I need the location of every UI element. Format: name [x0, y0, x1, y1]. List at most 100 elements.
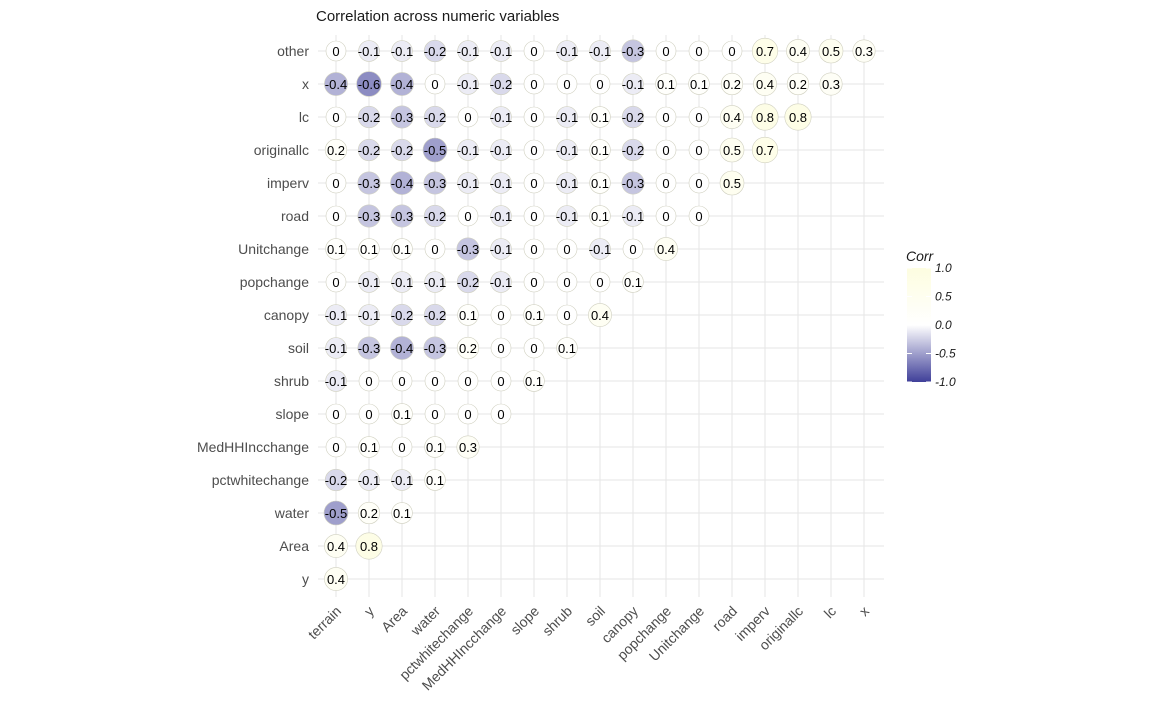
correlation-value-label: 0 [332, 440, 339, 455]
correlation-circle [786, 72, 810, 96]
correlation-value-label: 0 [332, 44, 339, 59]
correlation-circle [523, 139, 545, 161]
legend-tick-label: -1.0 [935, 375, 956, 389]
correlation-circle [622, 271, 644, 293]
y-tick-label: water [274, 505, 310, 521]
correlation-value-label: 0.1 [360, 440, 378, 455]
correlation-circle [391, 238, 413, 260]
correlation-circle [490, 139, 512, 161]
correlation-value-label: 0.2 [723, 77, 741, 92]
correlation-value-label: 0.2 [360, 506, 378, 521]
correlation-circle [556, 73, 578, 95]
correlation-value-label: 0.1 [327, 242, 345, 257]
correlation-circle [753, 72, 777, 96]
x-tick-label: shrub [539, 603, 575, 639]
correlation-circle [324, 72, 348, 96]
correlation-circle [490, 205, 512, 227]
correlation-circle [391, 40, 413, 62]
correlation-value-label: 0.1 [360, 242, 378, 257]
correlation-value-label: 0.1 [393, 506, 411, 521]
correlation-value-label: 0.1 [591, 110, 609, 125]
correlation-cells: 0 -0.1 -0.1 -0.2 -0.1 -0.1 0 -0.1 -0.1 -0.3 0 0 0 0.7… [323, 37, 876, 591]
correlation-value-label: -0.1 [622, 209, 644, 224]
correlation-value-label: 0.1 [393, 242, 411, 257]
correlation-circle [556, 106, 578, 128]
correlation-value-label: 0 [464, 209, 471, 224]
correlation-circle [621, 39, 645, 63]
correlation-circle [357, 336, 381, 360]
correlation-circle [423, 171, 447, 195]
correlation-circle [358, 40, 380, 62]
correlation-value-label: 0 [431, 407, 438, 422]
correlation-value-label: 0 [695, 209, 702, 224]
correlation-value-label: 0 [596, 275, 603, 290]
correlation-value-label: -0.2 [391, 143, 413, 158]
correlation-circle [324, 534, 348, 558]
correlation-value-label: 0 [464, 407, 471, 422]
correlation-value-label: 0.1 [591, 176, 609, 191]
correlation-circle [457, 106, 479, 128]
correlation-circle [588, 303, 612, 327]
correlation-circle [424, 436, 446, 458]
correlation-circle [589, 172, 611, 194]
correlation-value-label: -0.2 [622, 110, 644, 125]
correlation-value-label: 0 [695, 143, 702, 158]
correlation-circle [589, 238, 611, 260]
correlation-value-label: -0.1 [325, 374, 347, 389]
correlation-value-label: 0.4 [327, 539, 345, 554]
correlation-circle [424, 238, 446, 260]
correlation-value-label: -0.1 [556, 110, 578, 125]
correlation-circle [390, 171, 414, 195]
correlation-value-label: 0.1 [624, 275, 642, 290]
correlation-value-label: 0 [332, 209, 339, 224]
correlation-circle [391, 469, 413, 491]
correlation-value-label: 0.1 [657, 77, 675, 92]
correlation-value-label: 0.1 [459, 308, 477, 323]
correlation-value-label: 0 [530, 110, 537, 125]
correlation-value-label: 0.4 [756, 77, 774, 92]
correlation-value-label: -0.1 [556, 143, 578, 158]
correlation-value-label: -0.1 [358, 473, 380, 488]
correlation-value-label: -0.4 [391, 341, 413, 356]
correlation-value-label: -0.5 [424, 143, 446, 158]
correlation-value-label: -0.2 [424, 308, 446, 323]
correlation-circle [390, 138, 414, 162]
correlation-circle [325, 403, 347, 425]
correlation-circle [490, 40, 512, 62]
correlation-circle [325, 271, 347, 293]
correlation-circle [622, 238, 644, 260]
correlation-value-label: -0.3 [391, 209, 413, 224]
correlation-value-label: 0 [431, 242, 438, 257]
correlation-circle [688, 40, 710, 62]
correlation-circle [324, 468, 348, 492]
correlation-circle [457, 40, 479, 62]
correlation-value-label: 0 [431, 374, 438, 389]
correlation-circle [556, 40, 578, 62]
correlation-circle [357, 138, 381, 162]
correlation-value-label: 0 [563, 275, 570, 290]
y-tick-label: pctwhitechange [212, 472, 310, 488]
correlation-value-label: -0.1 [589, 44, 611, 59]
correlation-value-label: 0.4 [789, 44, 807, 59]
correlation-value-label: -0.1 [490, 143, 512, 158]
correlation-circle [424, 271, 446, 293]
x-tick-label: terrain [305, 603, 344, 642]
y-tick-label: slope [276, 406, 310, 422]
correlation-circle [621, 105, 645, 129]
correlation-circle [655, 172, 677, 194]
legend-ticks: 1.0 0.5 0.0 -0.5 -1.0 [907, 261, 956, 389]
correlation-circle [423, 336, 447, 360]
correlation-circle [325, 337, 347, 359]
correlation-circle [324, 138, 348, 162]
correlation-value-label: 0 [662, 44, 669, 59]
correlation-circle [423, 105, 447, 129]
correlation-circle [654, 237, 678, 261]
correlation-value-label: 0 [662, 143, 669, 158]
correlation-circle [423, 303, 447, 327]
correlation-circle [424, 370, 446, 392]
correlation-circle [655, 106, 677, 128]
correlation-value-label: 0.1 [591, 209, 609, 224]
correlation-value-label: -0.3 [457, 242, 479, 257]
correlation-value-label: -0.1 [457, 143, 479, 158]
